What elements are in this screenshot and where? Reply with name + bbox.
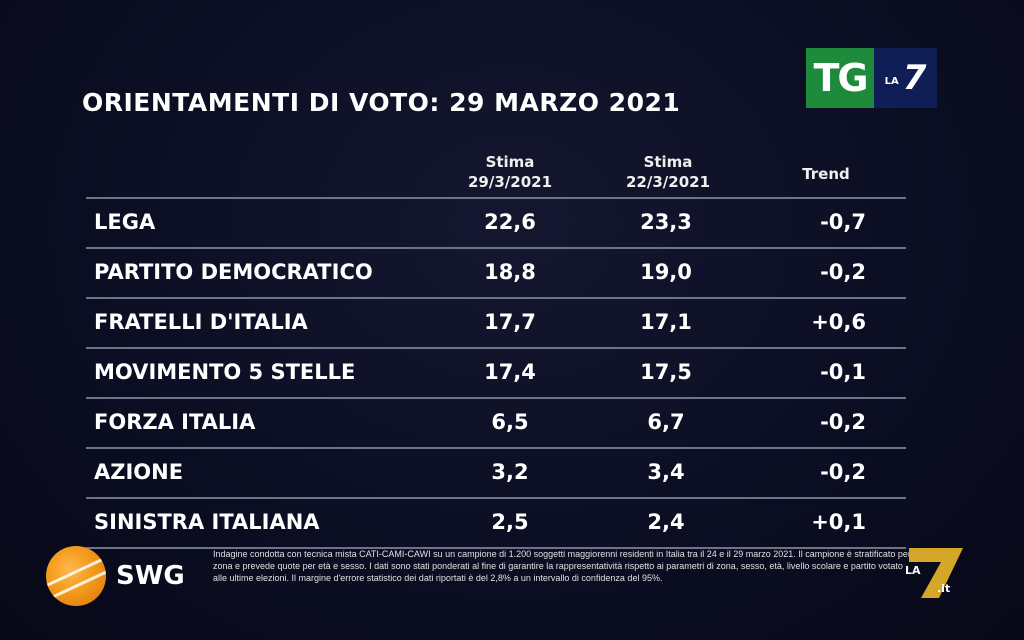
header-date: 29/3/2021: [467, 173, 553, 191]
table-row: LEGA 22,6 23,3 -0,7: [86, 197, 906, 247]
value-previous: 17,1: [640, 310, 692, 334]
value-current: 2,5: [491, 510, 529, 534]
swg-logo: SWG: [46, 546, 185, 606]
value-previous: 17,5: [640, 360, 692, 384]
header-label: Stima: [485, 153, 535, 171]
header-label: Stima: [643, 153, 693, 171]
la-text: LA: [884, 75, 899, 87]
la7-la-text: LA: [905, 564, 921, 577]
table-row: PARTITO DEMOCRATICO 18,8 19,0 -0,2: [86, 247, 906, 297]
table-row: MOVIMENTO 5 STELLE 17,4 17,5 -0,1: [86, 347, 906, 397]
methodology-footnote: Indagine condotta con tecnica mista CATI…: [213, 549, 911, 583]
chart-title: ORIENTAMENTI DI VOTO: 29 MARZO 2021: [82, 88, 681, 117]
header-stima-current: Stima 29/3/2021: [440, 152, 580, 192]
value-previous: 2,4: [647, 510, 685, 534]
table-row: FRATELLI D'ITALIA 17,7 17,1 +0,6: [86, 297, 906, 347]
value-previous: 19,0: [640, 260, 692, 284]
value-previous: 23,3: [640, 210, 692, 234]
table-row: FORZA ITALIA 6,5 6,7 -0,2: [86, 397, 906, 447]
results-table: LEGA 22,6 23,3 -0,7 PARTITO DEMOCRATICO 18,8 1…: [86, 197, 906, 549]
value-current: 18,8: [484, 260, 536, 284]
header-date: 22/3/2021: [625, 173, 711, 191]
party-name: MOVIMENTO 5 STELLE: [94, 360, 356, 384]
trend-value: -0,7: [820, 210, 866, 234]
party-name: FRATELLI D'ITALIA: [94, 310, 308, 334]
swg-logo-text: SWG: [116, 561, 185, 591]
value-previous: 6,7: [647, 410, 685, 434]
party-name: FORZA ITALIA: [94, 410, 256, 434]
header-stima-previous: Stima 22/3/2021: [598, 152, 738, 192]
trend-value: -0,2: [820, 410, 866, 434]
value-previous: 3,4: [647, 460, 685, 484]
la7-it-logo: LA .it: [905, 548, 963, 598]
trend-value: +0,1: [811, 510, 866, 534]
party-name: PARTITO DEMOCRATICO: [94, 260, 373, 284]
value-current: 17,7: [484, 310, 536, 334]
value-current: 22,6: [484, 210, 536, 234]
trend-value: +0,6: [811, 310, 866, 334]
header-trend: Trend: [802, 165, 850, 183]
value-current: 6,5: [491, 410, 529, 434]
tg-logo-text: TG: [806, 48, 874, 108]
party-name: SINISTRA ITALIANA: [94, 510, 320, 534]
trend-value: -0,1: [820, 360, 866, 384]
la7-it-text: .it: [937, 582, 950, 595]
value-current: 17,4: [484, 360, 536, 384]
value-current: 3,2: [491, 460, 529, 484]
tg-la7-logo: TG LA 7: [806, 48, 937, 108]
la7-seven-shape: [909, 548, 963, 598]
trend-value: -0,2: [820, 260, 866, 284]
swg-globe-icon: [46, 546, 106, 606]
table-row: AZIONE 3,2 3,4 -0,2: [86, 447, 906, 497]
seven-text: 7: [902, 58, 927, 98]
party-name: LEGA: [94, 210, 156, 234]
la7-logo-mark: LA 7: [874, 48, 937, 108]
trend-value: -0,2: [820, 460, 866, 484]
table-row: SINISTRA ITALIANA 2,5 2,4 +0,1: [86, 497, 906, 549]
party-name: AZIONE: [94, 460, 184, 484]
